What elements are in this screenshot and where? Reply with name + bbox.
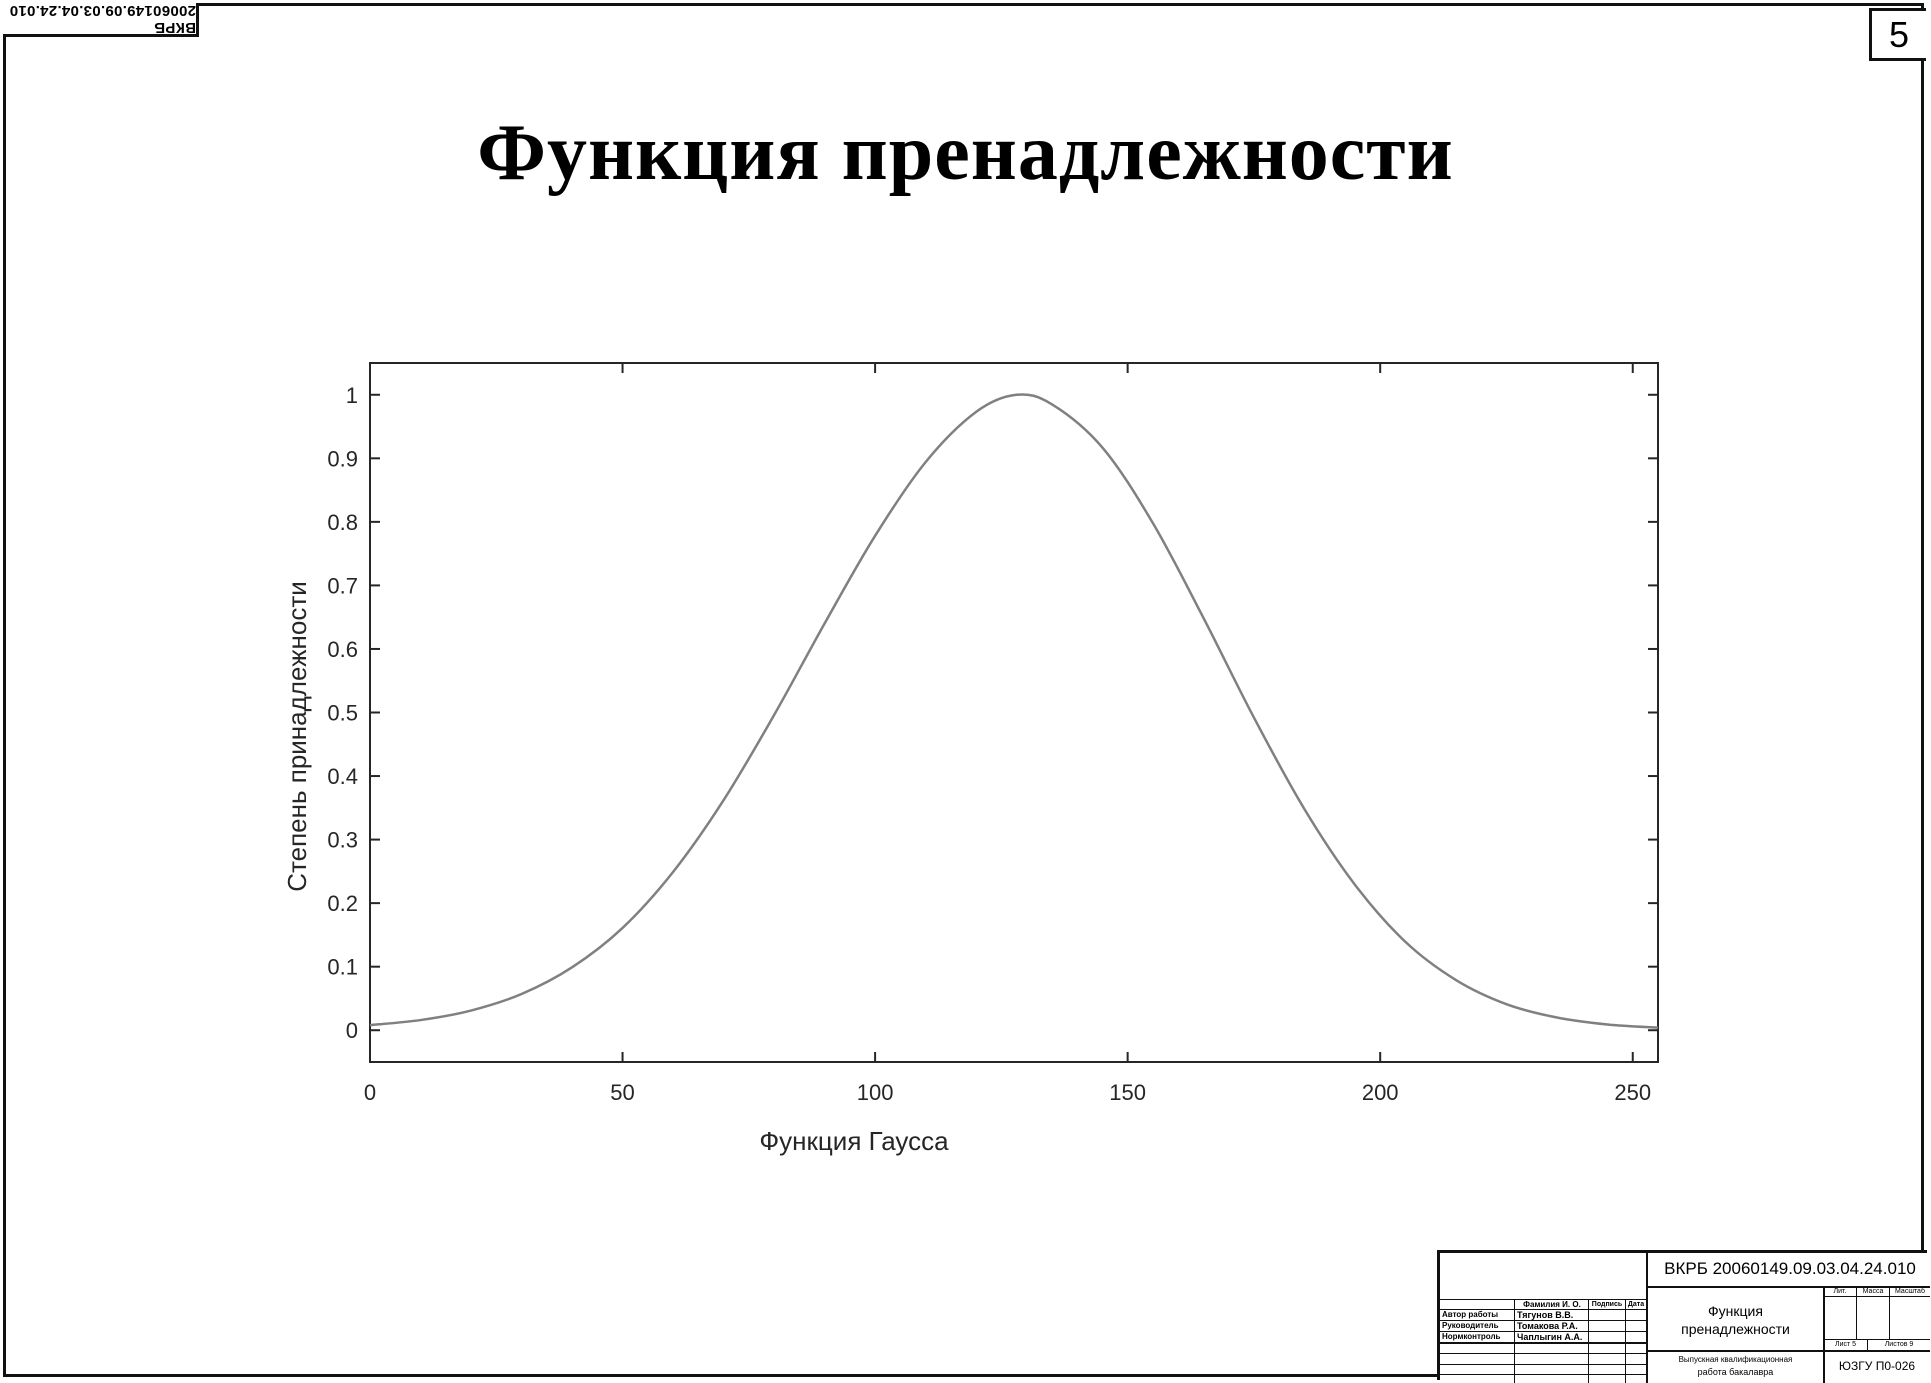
name-author: Тягунов В.В. xyxy=(1517,1310,1574,1320)
y-tick-label: 0.2 xyxy=(327,891,358,916)
y-tick-label: 0.7 xyxy=(327,573,358,598)
col-header-sign: Подпись xyxy=(1591,1301,1623,1308)
role-author: Автор работы xyxy=(1442,1310,1499,1319)
y-tick-label: 0.9 xyxy=(327,446,358,471)
doc-title-line1: Функция xyxy=(1708,1303,1763,1319)
col-header-name: Фамилия И. О. xyxy=(1523,1300,1581,1309)
page-number: 5 xyxy=(1869,8,1926,61)
y-tick-label: 0.6 xyxy=(327,637,358,662)
y-tick-label: 0.1 xyxy=(327,955,358,980)
sheets-total: Листов 9 xyxy=(1884,1341,1914,1348)
name-supervisor: Томакова Р.А. xyxy=(1517,1321,1578,1331)
x-tick-label: 100 xyxy=(857,1080,894,1105)
name-normcontrol: Чаплыгин А.А. xyxy=(1517,1332,1583,1342)
work-type-line2: работа бакалавра xyxy=(1697,1367,1774,1377)
sheet-frame xyxy=(3,3,1924,1377)
plot-frame xyxy=(369,362,1659,1063)
x-tick-label: 50 xyxy=(610,1080,634,1105)
scale-header: Масштаб xyxy=(1895,1288,1925,1295)
x-axis-label: Функция Гаусса xyxy=(759,1126,949,1156)
x-tick-label: 0 xyxy=(364,1080,376,1105)
lit-header: Лит. xyxy=(1833,1288,1847,1295)
y-tick-label: 1 xyxy=(346,383,358,408)
doc-title-line2: пренадлежности xyxy=(1681,1321,1790,1337)
col-header-date: Дата xyxy=(1627,1301,1645,1308)
y-tick-label: 0 xyxy=(346,1018,358,1043)
plot-area: 0 50 100 150 200 250 0 0.1 0.2 0.3 0.4 0.5 0.6 0.7 0.8… xyxy=(282,362,1659,1156)
title-block-code: ВКРБ 20060149.09.03.04.24.010 xyxy=(1664,1259,1916,1278)
x-tick-label: 200 xyxy=(1362,1080,1399,1105)
y-tick-label: 0.4 xyxy=(327,764,358,789)
sheet-number: Лист 5 xyxy=(1834,1341,1857,1348)
y-axis-label: Степень принадлежности xyxy=(282,581,312,892)
x-tick-label: 250 xyxy=(1614,1080,1651,1105)
title-block: ВКРБ 20060149.09.03.04.24.010 Фамилия И.… xyxy=(1437,1250,1930,1383)
doc-code-stamp: ВКРБ 20060149.09.03.04.24.010 xyxy=(3,2,199,37)
x-tick-label: 150 xyxy=(1109,1080,1146,1105)
role-supervisor: Руководитель xyxy=(1442,1321,1499,1330)
y-tick-label: 0.5 xyxy=(327,701,358,726)
series-line xyxy=(369,393,1659,1029)
organization: ЮЗГУ П0-026 xyxy=(1838,1359,1916,1373)
role-normcontrol: Нормконтроль xyxy=(1442,1332,1501,1341)
slide-title: Функция пренадлежности xyxy=(477,109,1454,197)
work-type-line1: Выпускная квалификационная xyxy=(1678,1355,1793,1364)
y-tick-label: 0.3 xyxy=(327,828,358,853)
y-tick-label: 0.8 xyxy=(327,510,358,535)
mass-header: Масса xyxy=(1862,1288,1884,1295)
